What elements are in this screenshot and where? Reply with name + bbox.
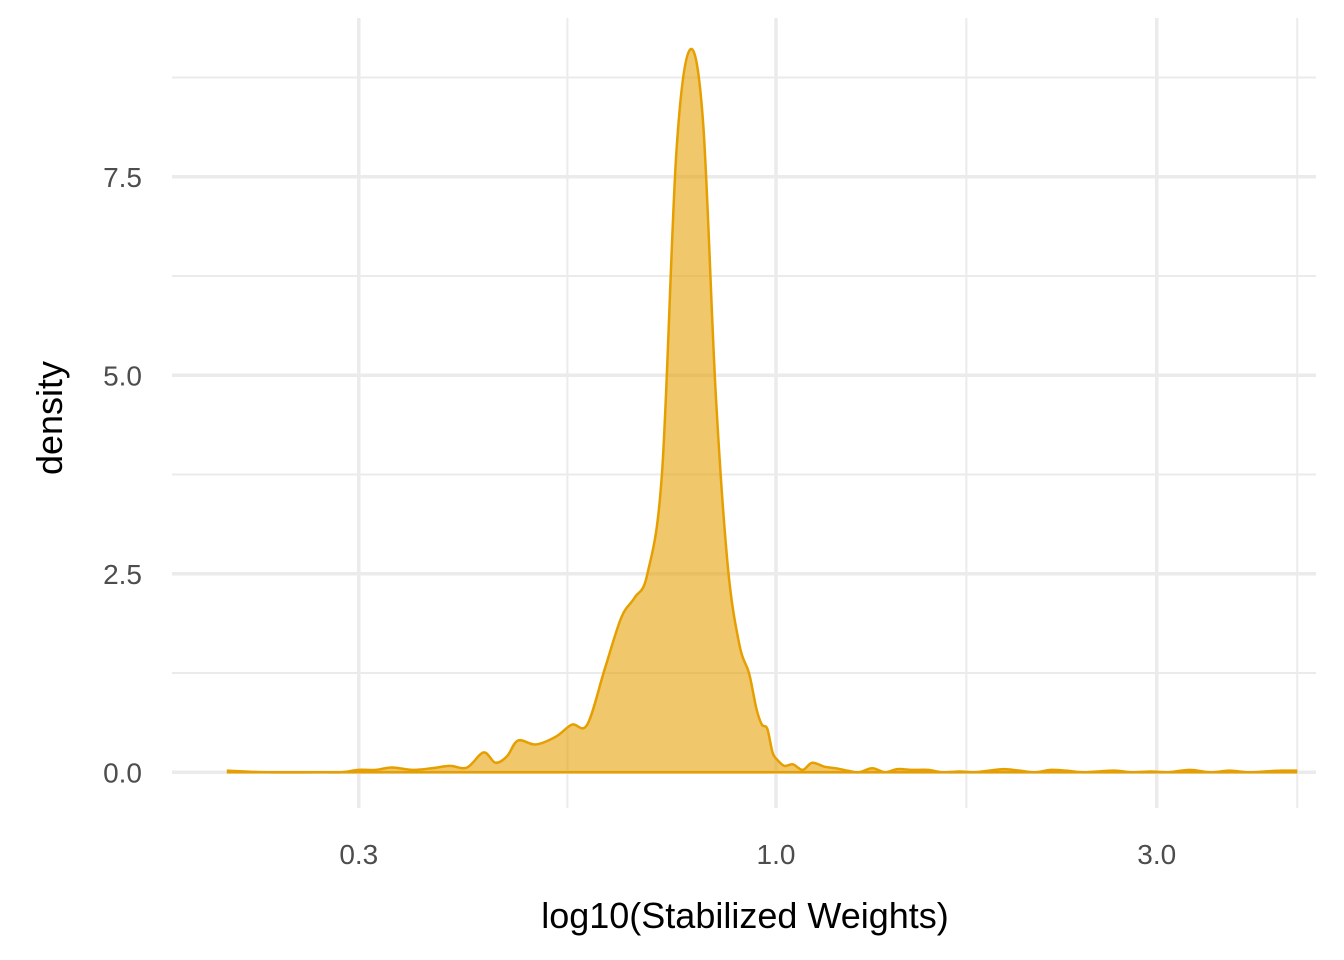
- density-area: [226, 48, 1298, 773]
- x-tick-label: 0.3: [339, 839, 378, 870]
- x-axis-title: log10(Stabilized Weights): [541, 895, 949, 936]
- x-tick-label: 3.0: [1137, 839, 1176, 870]
- y-tick-label: 7.5: [103, 162, 142, 193]
- y-axis-tick-labels: 0.0 2.5 5.0 7.5: [103, 162, 142, 788]
- y-tick-label: 5.0: [103, 360, 142, 391]
- minor-gridlines: [172, 18, 1316, 808]
- y-tick-label: 2.5: [103, 559, 142, 590]
- x-axis-tick-labels: 0.3 1.0 3.0: [339, 839, 1176, 870]
- density-series: [226, 47, 1298, 774]
- x-tick-label: 1.0: [757, 839, 796, 870]
- major-gridlines: [172, 18, 1316, 808]
- y-axis-title: density: [29, 361, 70, 475]
- y-tick-label: 0.0: [103, 757, 142, 788]
- density-line: [226, 47, 1298, 774]
